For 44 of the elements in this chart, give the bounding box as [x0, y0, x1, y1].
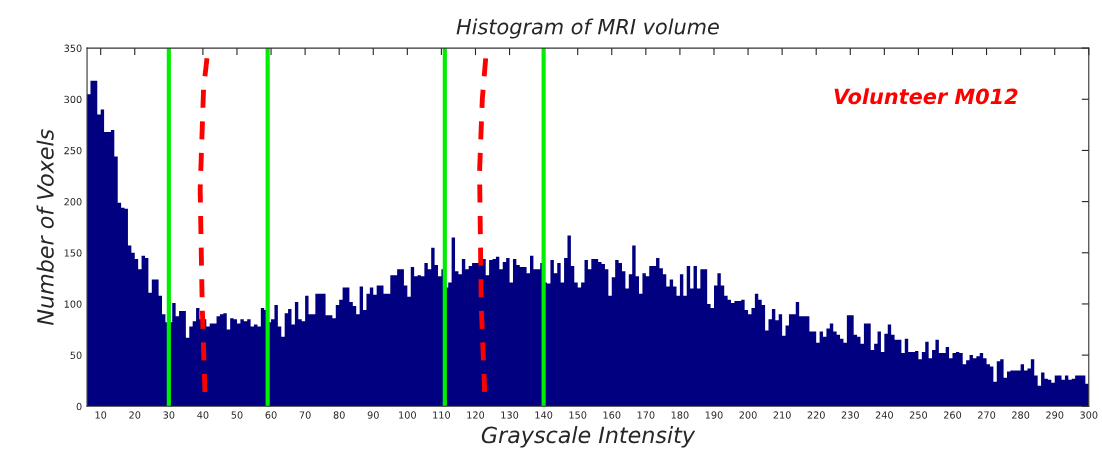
x-tick-label: 170 — [637, 411, 655, 419]
x-tick-label: 90 — [367, 411, 379, 419]
line-series — [477, 55, 489, 395]
x-tick-label: 60 — [265, 411, 277, 419]
x-tick-label: 300 — [1080, 411, 1098, 419]
x-tick-label: 160 — [603, 411, 621, 419]
annotation: Volunteer M012 — [834, 88, 1018, 105]
x-tick-label: 250 — [909, 411, 928, 419]
line-series — [197, 55, 210, 395]
x-tick-label: 280 — [1012, 411, 1030, 419]
x-tick-label: 270 — [977, 411, 996, 419]
x-tick-label: 40 — [197, 411, 209, 419]
chart-title: Histogram of MRI volume — [456, 18, 719, 39]
x-axis-title: Grayscale Intensity — [481, 426, 696, 448]
x-tick-label: 190 — [705, 411, 723, 419]
x-tick-label: 260 — [943, 411, 962, 419]
x-tick-label: 80 — [333, 411, 345, 419]
x-tick-label: 140 — [535, 411, 553, 419]
x-tick-label: 20 — [129, 411, 141, 419]
x-tick-label: 100 — [399, 411, 416, 419]
x-tick-label: 210 — [773, 411, 791, 419]
x-tick-label: 220 — [807, 411, 825, 419]
x-tick-label: 10 — [95, 411, 107, 419]
y-tick-label: 200 — [64, 198, 82, 206]
x-tick-label: 130 — [501, 411, 519, 419]
x-tick-label: 120 — [467, 411, 485, 419]
x-tick-label: 230 — [841, 411, 859, 419]
x-tick-label: 70 — [299, 411, 311, 419]
y-tick-label: 350 — [64, 44, 82, 52]
y-tick-label: 100 — [64, 300, 82, 308]
y-tick-label: 150 — [64, 249, 82, 257]
x-tick-label: 50 — [231, 411, 243, 419]
x-tick-label: 110 — [433, 411, 451, 419]
y-tick-label: 50 — [70, 351, 82, 359]
y-tick-label: 250 — [64, 146, 82, 155]
y-tick-label: 0 — [76, 402, 82, 411]
x-tick-label: 30 — [163, 411, 175, 419]
x-tick-label: 240 — [875, 411, 893, 419]
x-tick-label: 150 — [569, 411, 587, 419]
x-tick-label: 180 — [671, 411, 689, 419]
y-tick-label: 300 — [64, 95, 82, 104]
y-axis-title: Number of Voxels — [36, 129, 54, 326]
x-tick-label: 290 — [1046, 411, 1064, 419]
x-tick-label: 200 — [739, 411, 757, 419]
